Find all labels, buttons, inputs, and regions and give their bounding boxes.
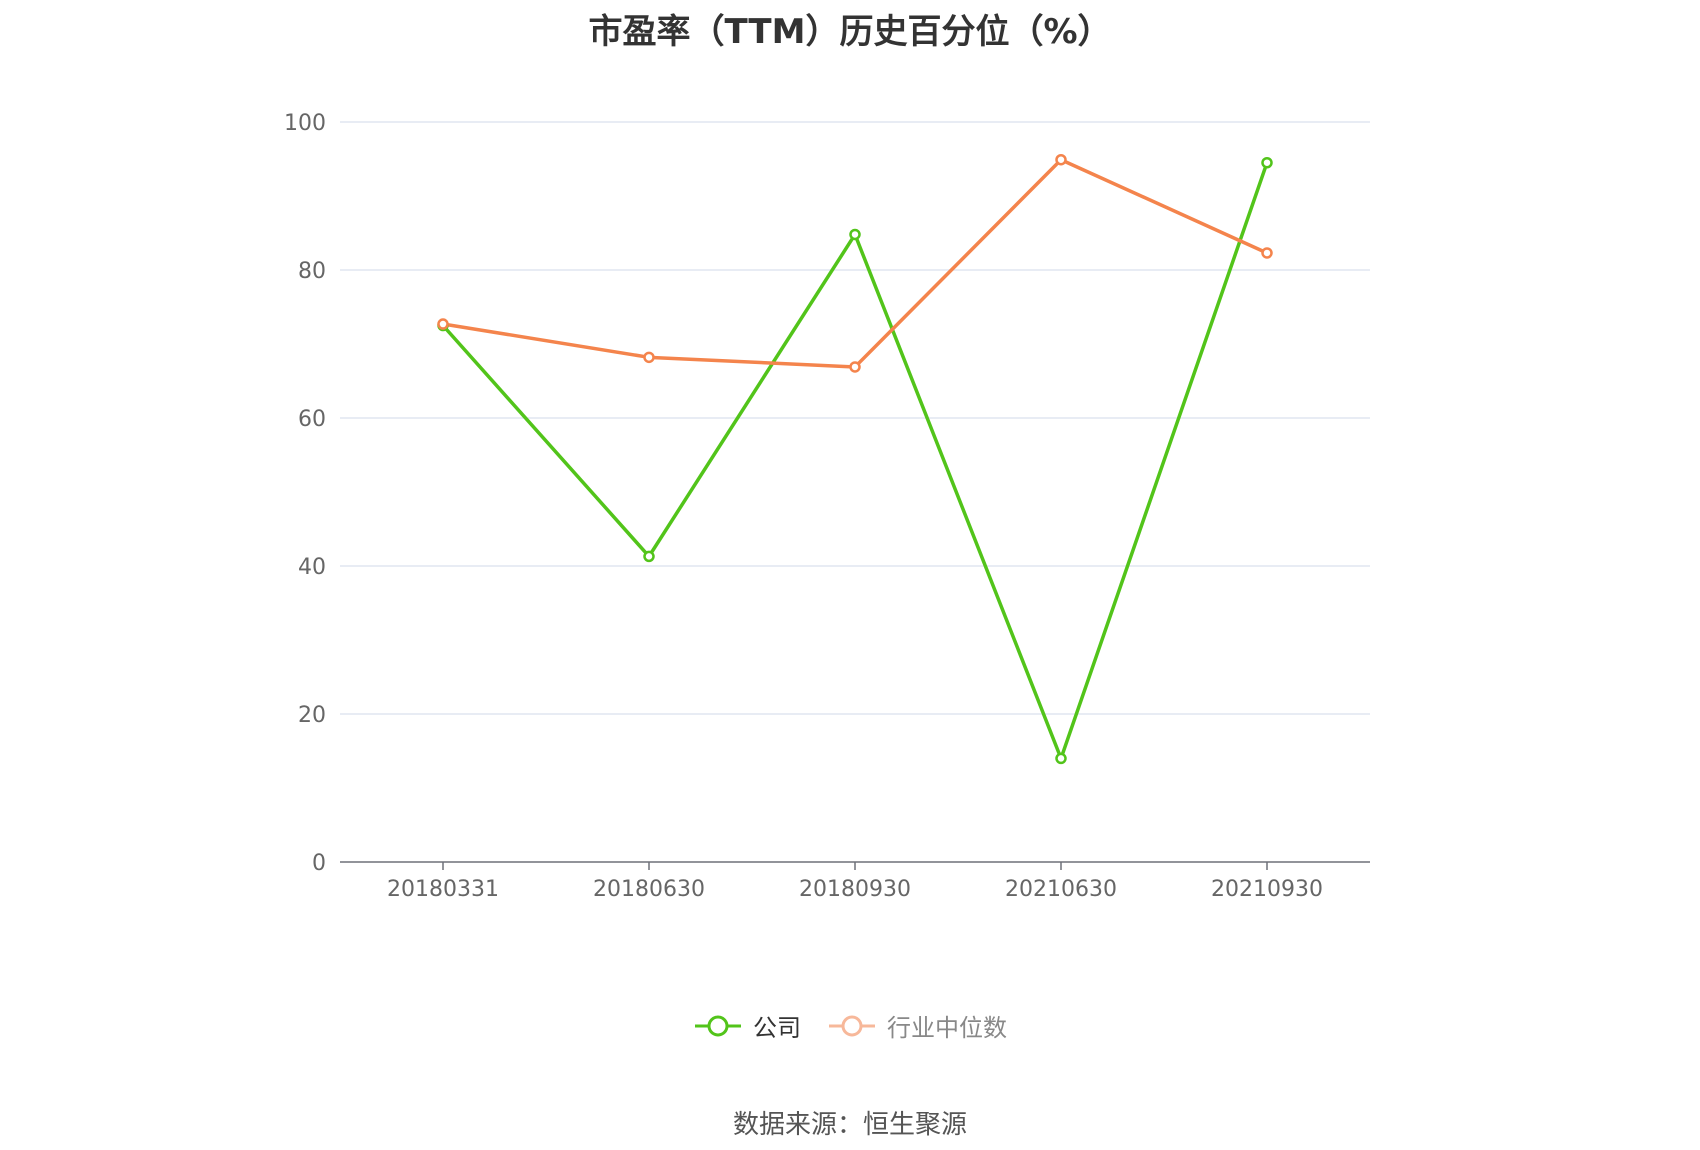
y-tick-label: 60 [298,407,326,432]
y-tick-label: 0 [312,851,326,876]
data-points [437,153,1273,765]
data-point-1-0[interactable] [437,318,449,330]
data-point-0-3[interactable] [1055,752,1067,765]
legend-marker-industry [829,1015,875,1036]
chart-title: 市盈率（TTM）历史百分位（%） [588,12,1112,52]
legend-item-industry[interactable]: 行业中位数 [827,1008,1007,1043]
data-point-0-2[interactable] [849,228,861,241]
series-line-0 [441,162,1269,761]
data-point-1-3[interactable] [1055,153,1067,166]
x-tick-label: 20210930 [1211,877,1323,902]
x-tick-label: 20180630 [593,877,705,902]
data-point-0-4[interactable] [1261,156,1273,169]
legend-marker-company [695,1015,741,1036]
x-tick-label: 20180331 [387,877,499,902]
data-point-1-4[interactable] [1261,247,1273,259]
legend: 公司 行业中位数 [0,1008,1700,1043]
y-tick-label: 80 [298,259,326,284]
grid-lines [340,121,1370,715]
data-point-1-1[interactable] [643,351,655,364]
x-tick-label: 20210630 [1005,877,1117,902]
series-line-1 [442,157,1268,369]
series-lines [441,157,1269,761]
y-tick-label: 20 [298,703,326,728]
data-point-1-2[interactable] [849,361,861,373]
legend-label-industry: 行业中位数 [887,1014,1007,1042]
data-source: 数据来源：恒生聚源 [732,1110,967,1140]
axes: 0 20 40 60 80 100 20180331 20180630 20180930 2021… [284,111,1370,902]
legend-label-company: 公司 [753,1014,801,1042]
x-tick-label: 20180930 [799,877,911,902]
y-tick-label: 40 [298,555,326,580]
legend-item-company[interactable]: 公司 [693,1008,801,1043]
y-tick-label: 100 [284,111,326,136]
data-point-0-1[interactable] [643,550,655,563]
